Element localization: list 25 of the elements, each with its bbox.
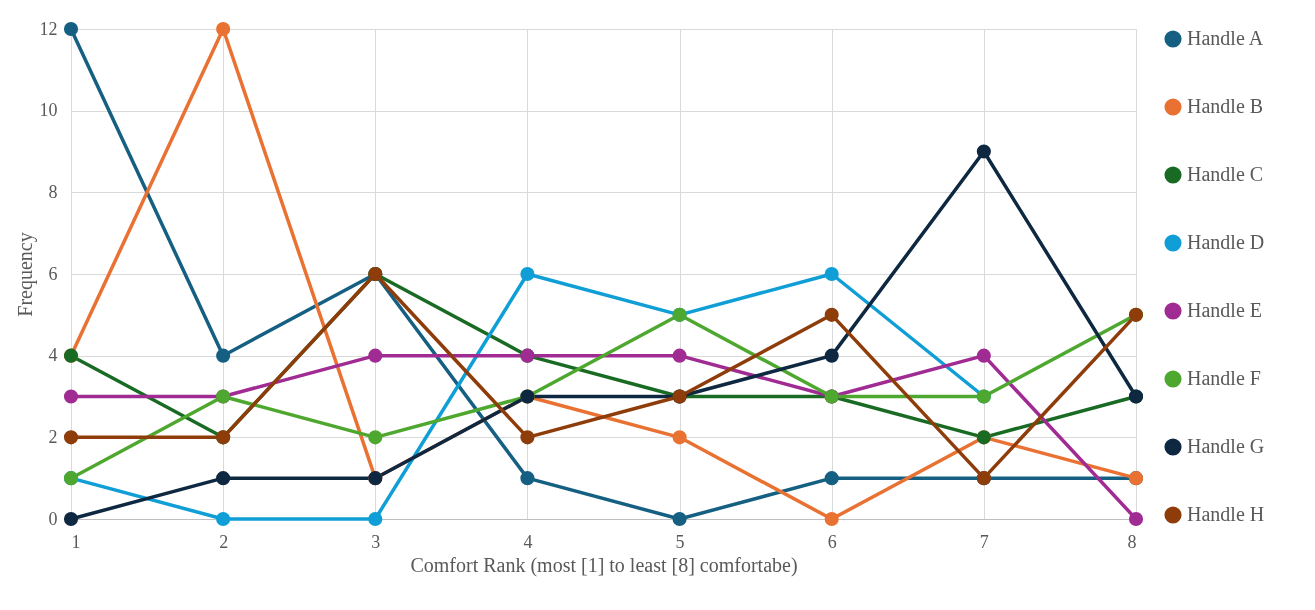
x-tick-label: 5 [675, 531, 685, 552]
legend-label: Handle G [1187, 435, 1265, 457]
x-tick-label: 7 [979, 531, 989, 552]
y-tick-label: 12 [39, 18, 58, 39]
y-axis-title: Frequency [13, 232, 37, 317]
legend-label: Handle D [1187, 231, 1265, 253]
y-tick-label: 0 [48, 508, 58, 529]
x-tick-label: 8 [1127, 531, 1137, 552]
x-tick-label: 2 [219, 531, 229, 552]
y-tick-label: 4 [48, 345, 58, 366]
x-tick-label: 1 [71, 531, 81, 552]
legend-label: Handle E [1187, 299, 1262, 321]
x-axis-title: Comfort Rank (most [1] to least [8] comfortabe) [410, 553, 798, 577]
y-tick-label: 2 [48, 426, 58, 447]
x-tick-label: 6 [827, 531, 837, 552]
x-tick-label: 4 [523, 531, 533, 552]
y-tick-label: 10 [39, 100, 58, 121]
legend-label: Handle H [1187, 503, 1265, 525]
legend-label: Handle B [1187, 95, 1264, 117]
x-tick-label: 3 [371, 531, 381, 552]
legend-label: Handle C [1187, 163, 1264, 185]
legend-label: Handle A [1187, 27, 1264, 49]
y-tick-label: 8 [48, 181, 58, 202]
legend-label: Handle F [1187, 367, 1261, 389]
y-tick-label: 6 [48, 263, 58, 284]
